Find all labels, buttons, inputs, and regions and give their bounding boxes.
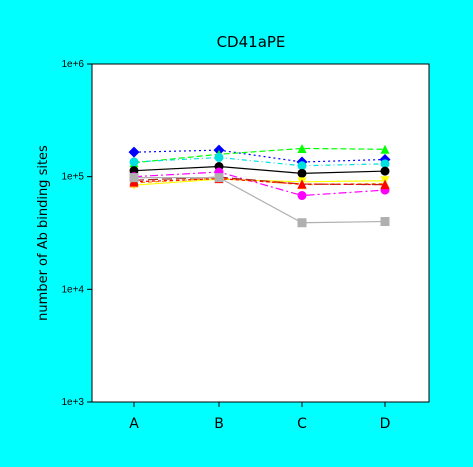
y-axis-label: number of Ab binding sites (36, 145, 51, 321)
data-point (297, 218, 307, 228)
data-point (297, 143, 307, 153)
data-point (380, 217, 390, 227)
data-point (297, 168, 307, 178)
data-point (297, 161, 307, 171)
data-point (297, 179, 307, 189)
series-line (133, 178, 386, 186)
series-line (133, 147, 386, 164)
x-tick-label: C (297, 416, 307, 432)
chart-title: CD41aPE (217, 33, 286, 51)
series-layer (128, 143, 391, 228)
y-tick-label: 1e+5 (61, 172, 84, 183)
series-line (133, 176, 386, 186)
data-point (380, 159, 390, 169)
series-line (133, 165, 386, 174)
data-point (297, 191, 307, 201)
x-tick-label: A (129, 416, 139, 432)
y-tick-label: 1e+6 (61, 59, 84, 70)
y-tick-label: 1e+4 (61, 284, 84, 295)
data-point (380, 166, 390, 176)
series-line (133, 171, 386, 197)
series-line (134, 177, 386, 224)
x-tick-label: D (380, 416, 391, 432)
data-point (129, 157, 139, 167)
series-line (133, 149, 386, 163)
data-point (129, 173, 139, 183)
data-point (128, 146, 140, 158)
series-3 (129, 152, 390, 171)
x-tick-label: B (214, 416, 224, 432)
data-point (380, 144, 390, 154)
plot-area (91, 63, 430, 403)
y-tick-label: 1e+3 (61, 397, 84, 408)
series-10 (129, 173, 390, 228)
data-point (214, 152, 224, 162)
data-point (214, 173, 224, 183)
data-point (380, 180, 390, 190)
axes: 1e+3 1e+4 1e+5 1e+6 A B C D (61, 59, 390, 432)
